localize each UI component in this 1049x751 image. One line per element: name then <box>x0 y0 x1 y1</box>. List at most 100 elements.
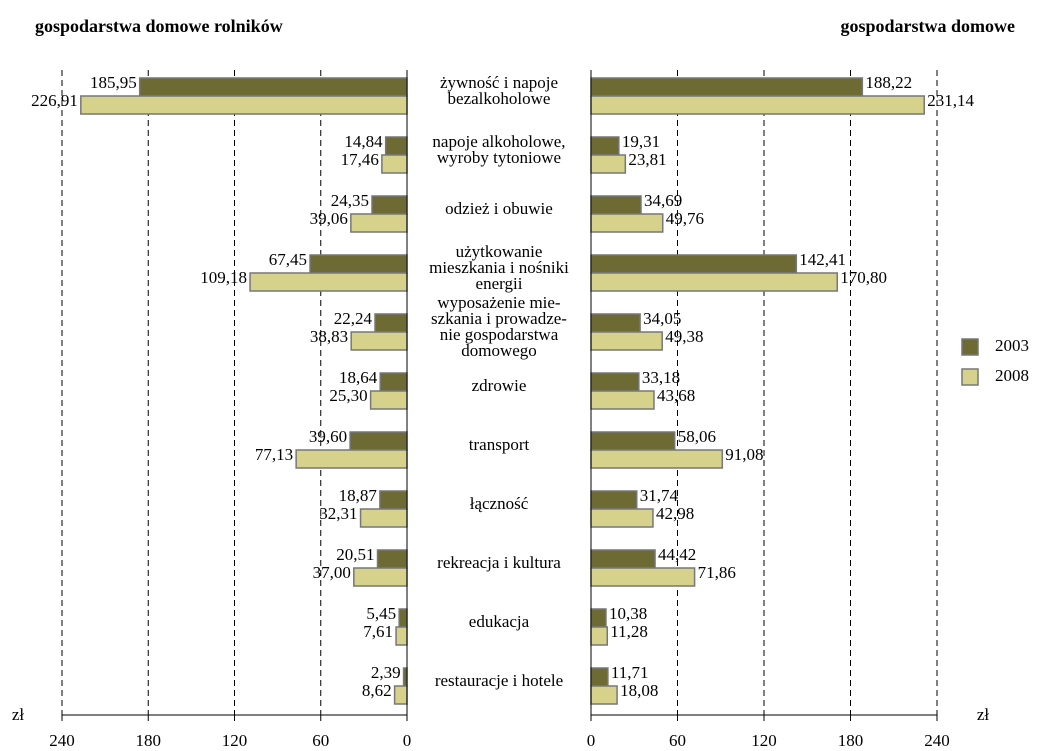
category-label: energii <box>476 274 523 293</box>
value-label: 18,87 <box>339 486 378 505</box>
bar <box>590 154 627 174</box>
bar <box>359 508 408 528</box>
value-label: 11,28 <box>610 622 648 641</box>
value-label: 34,69 <box>644 191 682 210</box>
x-tick-label: 120 <box>751 731 777 750</box>
value-label: 170,80 <box>840 268 887 287</box>
value-label: 5,45 <box>366 604 396 623</box>
bar <box>590 608 607 628</box>
bar <box>590 667 609 687</box>
value-label: 8,62 <box>362 681 392 700</box>
legend-swatch <box>961 368 979 386</box>
value-label: 43,68 <box>657 386 695 405</box>
legend-label: 2003 <box>995 336 1029 355</box>
value-label: 14,84 <box>344 132 383 151</box>
category-label: bezalkoholowe <box>448 89 551 108</box>
bar <box>369 390 408 410</box>
x-tick-label: 0 <box>587 731 596 750</box>
x-tick-label: 120 <box>222 731 248 750</box>
bar <box>379 490 408 510</box>
x-tick-label: 240 <box>49 731 75 750</box>
value-label: 77,13 <box>255 445 293 464</box>
value-label: 58,06 <box>678 427 716 446</box>
value-label: 32,31 <box>319 504 357 523</box>
x-tick-label: 180 <box>838 731 864 750</box>
bar <box>398 608 408 628</box>
value-label: 10,38 <box>609 604 647 623</box>
value-label: 231,14 <box>927 91 974 110</box>
bar <box>402 667 408 687</box>
value-label: 38,83 <box>310 327 348 346</box>
bar <box>590 331 663 351</box>
bar <box>590 431 676 451</box>
category-label: szkania i prowadze- <box>431 309 567 328</box>
value-label: 67,45 <box>269 250 307 269</box>
category-label: żywność i napoje <box>440 73 558 92</box>
value-label: 17,46 <box>341 150 379 169</box>
value-label: 18,08 <box>620 681 658 700</box>
value-label: 42,98 <box>656 504 694 523</box>
category-label: odzież i obuwie <box>445 199 553 218</box>
bar <box>374 313 408 333</box>
value-label: 22,24 <box>334 309 373 328</box>
value-label: 185,95 <box>90 73 137 92</box>
category-label: napoje alkoholowe, <box>432 132 565 151</box>
legend-swatch <box>961 338 979 356</box>
bar <box>249 272 408 292</box>
bar <box>590 213 664 233</box>
x-tick-label: 240 <box>924 731 950 750</box>
value-label: 34,05 <box>643 309 681 328</box>
value-label: 71,86 <box>698 563 736 582</box>
category-label: łączność <box>470 494 529 513</box>
value-label: 20,51 <box>336 545 374 564</box>
bar <box>590 372 640 392</box>
category-label: wyposażenie mie- <box>437 293 561 312</box>
bar <box>371 195 408 215</box>
bar <box>590 549 656 569</box>
value-label: 24,35 <box>331 191 369 210</box>
category-label: nie gospodarstwa <box>440 325 559 344</box>
category-label: mieszkania i nośniki <box>429 258 569 277</box>
bar <box>309 254 408 274</box>
bar <box>295 449 408 469</box>
bar <box>350 213 408 233</box>
value-label: 18,64 <box>339 368 378 387</box>
value-label: 39,06 <box>310 209 348 228</box>
bar <box>590 77 864 97</box>
category-label: użytkowanie <box>456 242 543 261</box>
bar <box>590 449 724 469</box>
bar <box>350 331 408 351</box>
bar <box>590 390 655 410</box>
bar <box>590 272 838 292</box>
bar <box>590 254 798 274</box>
x-tick-label: 60 <box>312 731 329 750</box>
category-label: restauracje i hotele <box>435 671 563 690</box>
bar <box>376 549 408 569</box>
value-label: 33,18 <box>642 368 680 387</box>
category-label: domowego <box>461 341 537 360</box>
value-label: 49,38 <box>665 327 703 346</box>
x-tick-label: 0 <box>403 731 412 750</box>
bar <box>349 431 408 451</box>
axis-unit: zł <box>977 705 990 724</box>
value-label: 31,74 <box>640 486 679 505</box>
category-label: edukacja <box>469 612 530 631</box>
value-label: 23,81 <box>628 150 666 169</box>
panel-title: gospodarstwa domowe rolników <box>35 16 283 36</box>
bar <box>138 77 408 97</box>
bar <box>381 154 408 174</box>
bar <box>590 313 641 333</box>
bar <box>384 136 408 156</box>
value-label: 37,00 <box>313 563 351 582</box>
bar <box>590 626 609 646</box>
category-label: zdrowie <box>472 376 527 395</box>
category-label: rekreacja i kultura <box>437 553 561 572</box>
value-label: 44,42 <box>658 545 696 564</box>
category-label: transport <box>469 435 530 454</box>
value-label: 11,71 <box>611 663 649 682</box>
value-label: 39,60 <box>309 427 347 446</box>
bar <box>379 372 408 392</box>
bar <box>590 508 654 528</box>
bar <box>590 195 642 215</box>
